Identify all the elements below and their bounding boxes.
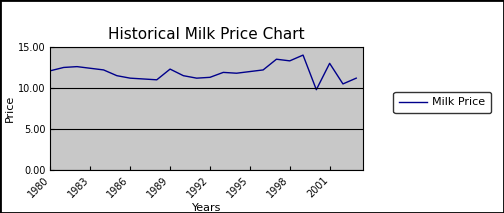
- Title: Historical Milk Price Chart: Historical Milk Price Chart: [108, 27, 305, 42]
- Milk Price: [194, 77, 200, 79]
- Milk Price: [141, 78, 147, 80]
- Milk Price: [60, 66, 67, 69]
- Milk Price: [313, 88, 320, 91]
- Milk Price: [180, 74, 186, 77]
- Milk Price: [300, 54, 306, 56]
- Milk Price: [114, 74, 120, 77]
- Milk Price: [154, 79, 160, 81]
- Y-axis label: Price: Price: [5, 95, 15, 122]
- Milk Price: [207, 76, 213, 79]
- Milk Price: [340, 83, 346, 85]
- Milk Price: [220, 71, 226, 74]
- Milk Price: [101, 69, 107, 71]
- Milk Price: [167, 68, 173, 70]
- Milk Price: [353, 77, 359, 79]
- Milk Price: [247, 70, 253, 73]
- Legend: Milk Price: Milk Price: [394, 92, 491, 113]
- Line: Milk Price: Milk Price: [50, 55, 356, 90]
- Milk Price: [274, 58, 280, 60]
- Milk Price: [287, 60, 293, 62]
- Milk Price: [127, 77, 133, 79]
- Milk Price: [260, 69, 266, 71]
- Milk Price: [327, 62, 333, 65]
- Milk Price: [87, 67, 93, 70]
- Milk Price: [233, 72, 239, 75]
- Milk Price: [47, 69, 53, 72]
- X-axis label: Years: Years: [192, 203, 221, 213]
- Milk Price: [74, 65, 80, 68]
